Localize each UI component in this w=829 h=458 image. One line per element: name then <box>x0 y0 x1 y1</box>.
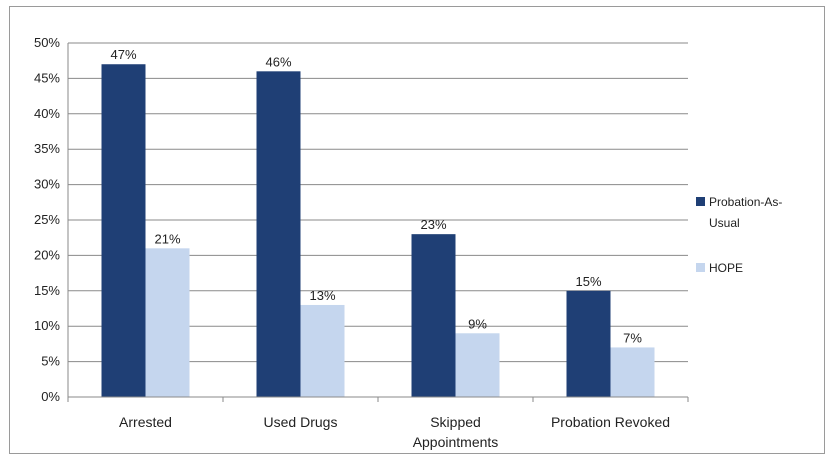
data-label: 13% <box>309 288 335 303</box>
y-tick-label: 10% <box>34 318 60 333</box>
legend-label: Probation-As- <box>709 195 782 209</box>
data-label: 15% <box>575 274 601 289</box>
y-tick-label: 50% <box>34 35 60 50</box>
y-tick-label: 30% <box>34 177 60 192</box>
data-label: 46% <box>265 54 291 69</box>
bar <box>256 71 301 397</box>
data-label: 21% <box>154 231 180 246</box>
bar <box>610 347 655 397</box>
legend-swatch <box>696 197 705 206</box>
data-label: 47% <box>110 47 136 62</box>
y-tick-label: 5% <box>41 354 60 369</box>
x-category-label: Skipped <box>430 414 481 430</box>
y-tick-label: 40% <box>34 106 60 121</box>
data-label: 23% <box>420 217 446 232</box>
legend-swatch <box>696 263 705 272</box>
data-label: 9% <box>468 316 487 331</box>
y-tick-label: 45% <box>34 70 60 85</box>
y-tick-label: 15% <box>34 283 60 298</box>
legend-label: Usual <box>709 216 740 230</box>
legend-label: HOPE <box>709 261 743 275</box>
y-tick-label: 0% <box>41 389 60 404</box>
bar <box>300 304 345 397</box>
y-tick-label: 25% <box>34 212 60 227</box>
y-tick-label: 20% <box>34 247 60 262</box>
bar <box>455 333 500 397</box>
x-category-label: Probation Revoked <box>551 414 670 430</box>
x-category-label: Used Drugs <box>264 414 338 430</box>
bar <box>411 234 456 397</box>
y-tick-label: 35% <box>34 141 60 156</box>
data-label: 7% <box>623 330 642 345</box>
x-category-label: Appointments <box>413 434 499 450</box>
bar <box>101 64 146 398</box>
bar <box>566 290 611 397</box>
x-category-label: Arrested <box>119 414 172 430</box>
bar <box>145 248 190 397</box>
